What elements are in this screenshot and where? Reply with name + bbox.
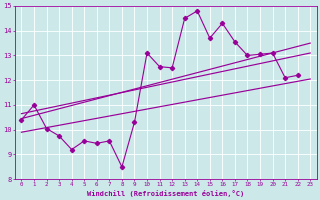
X-axis label: Windchill (Refroidissement éolien,°C): Windchill (Refroidissement éolien,°C) [87, 190, 244, 197]
